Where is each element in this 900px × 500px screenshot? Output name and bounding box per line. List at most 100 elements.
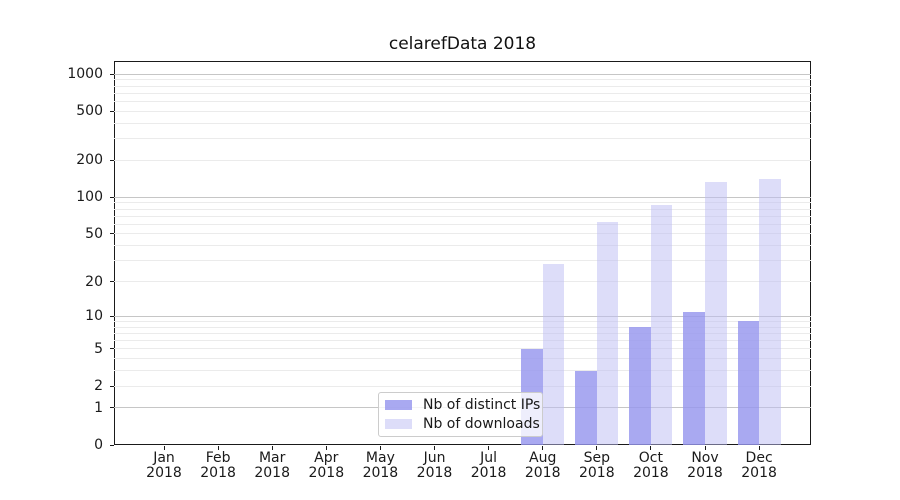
bar-distinct-ips-dec (737, 321, 760, 445)
bar-distinct-ips-sep (575, 370, 597, 445)
x-tick-year: 2018 (633, 465, 669, 481)
x-tick-mark (326, 446, 327, 450)
x-tick-mark (542, 446, 543, 450)
legend-label-distinct-ips: Nb of distinct IPs (423, 397, 541, 414)
chart-title: celarefData 2018 (388, 34, 537, 54)
gridline-minor (114, 159, 811, 161)
x-tick-month: Oct (638, 450, 663, 466)
x-tick-label-aug: Aug 2018 (513, 451, 573, 481)
gridline-minor (114, 92, 811, 94)
y-tick-label: 50 (85, 225, 103, 242)
x-tick-year: 2018 (254, 465, 290, 481)
x-tick-month: Sep (583, 450, 610, 466)
gridline-minor (114, 340, 811, 341)
x-tick-label-jan: Jan 2018 (134, 451, 194, 481)
gridline-minor (114, 79, 811, 81)
gridline-minor (114, 138, 811, 140)
gridline-minor (114, 245, 811, 247)
bar-distinct-ips-oct (629, 327, 651, 445)
x-tick-label-nov: Nov 2018 (675, 451, 735, 481)
x-tick-mark (650, 446, 651, 450)
x-tick-year: 2018 (687, 465, 723, 481)
gridline-major (114, 73, 811, 75)
y-tick-label: 1 (94, 399, 103, 416)
x-tick-mark (759, 446, 760, 450)
y-tick-label: 500 (76, 103, 103, 120)
x-tick-mark (218, 446, 219, 450)
x-tick-year: 2018 (146, 465, 182, 481)
gridline-minor (114, 215, 811, 217)
x-tick-mark (596, 446, 597, 450)
y-tick-mark (110, 386, 114, 387)
gridline-major (114, 315, 811, 317)
x-tick-label-sep: Sep 2018 (567, 451, 627, 481)
x-tick-month: May (365, 450, 395, 466)
x-tick-year: 2018 (741, 465, 777, 481)
gridline-minor (114, 332, 811, 334)
x-tick-label-apr: Apr 2018 (296, 451, 356, 481)
x-tick-label-jun: Jun 2018 (405, 451, 465, 481)
x-tick-label-oct: Oct 2018 (621, 451, 681, 481)
gridline-minor (114, 110, 811, 112)
x-tick-month: Apr (314, 450, 339, 466)
y-tick-mark (110, 233, 114, 234)
x-tick-year: 2018 (578, 465, 615, 481)
bar-distinct-ips-nov (683, 311, 705, 445)
x-tick-label-dec: Dec 2018 (729, 451, 789, 481)
y-tick-mark (110, 160, 114, 161)
x-tick-mark (705, 446, 706, 450)
x-tick-year: 2018 (308, 465, 345, 481)
x-tick-mark (488, 446, 489, 450)
gridline-minor (114, 385, 811, 387)
gridline-minor (114, 370, 811, 372)
legend-item-distinct-ips: Nb of distinct IPs (385, 397, 540, 414)
legend-swatch-distinct-ips-icon (385, 400, 412, 411)
y-tick-label: 100 (76, 189, 103, 206)
x-tick-mark (164, 446, 165, 450)
legend: Nb of distinct IPs Nb of downloads (378, 392, 543, 437)
gridline-major (114, 196, 811, 198)
gridline-minor (114, 122, 811, 124)
legend-item-downloads: Nb of downloads (385, 415, 540, 432)
x-tick-month: Jan (153, 450, 175, 466)
y-tick-label: 200 (76, 152, 103, 169)
bar-downloads-oct (650, 205, 673, 445)
x-tick-month: Mar (258, 450, 286, 466)
y-tick-label: 5 (94, 340, 103, 357)
y-tick-label: 10 (85, 308, 103, 325)
x-tick-label-may: May 2018 (350, 451, 410, 481)
y-tick-mark (110, 348, 114, 349)
gridline-minor (114, 208, 811, 210)
x-tick-month: Feb (205, 450, 231, 466)
y-tick-label: 0 (94, 437, 103, 453)
x-tick-label-jul: Jul 2018 (459, 451, 519, 481)
y-tick-mark (110, 281, 114, 282)
gridline-minor (114, 348, 811, 350)
gridline-minor (114, 320, 811, 322)
x-tick-year: 2018 (470, 465, 507, 481)
y-tick-label: 2 (94, 378, 103, 394)
gridline-minor (114, 281, 811, 283)
x-tick-month: Aug (529, 450, 557, 466)
y-tick-mark (110, 407, 114, 408)
x-tick-mark (272, 446, 273, 450)
x-tick-month: Jul (480, 450, 498, 466)
y-tick-label: 20 (85, 273, 103, 290)
gridline-minor (114, 260, 811, 262)
x-tick-mark (434, 446, 435, 450)
plot-area (114, 61, 811, 445)
bar-downloads-sep (596, 221, 619, 445)
x-tick-year: 2018 (416, 465, 453, 481)
bar-downloads-nov (705, 182, 727, 445)
x-tick-mark (380, 446, 381, 450)
bar-downloads-dec (759, 178, 781, 445)
y-tick-mark (110, 74, 114, 75)
bar-downloads-aug (542, 264, 565, 445)
y-tick-mark (110, 197, 114, 198)
y-tick-mark (110, 111, 114, 112)
x-tick-month: Nov (691, 450, 719, 466)
gridline-minor (114, 326, 811, 328)
gridline-minor (114, 100, 811, 102)
gridline-minor (114, 202, 811, 204)
